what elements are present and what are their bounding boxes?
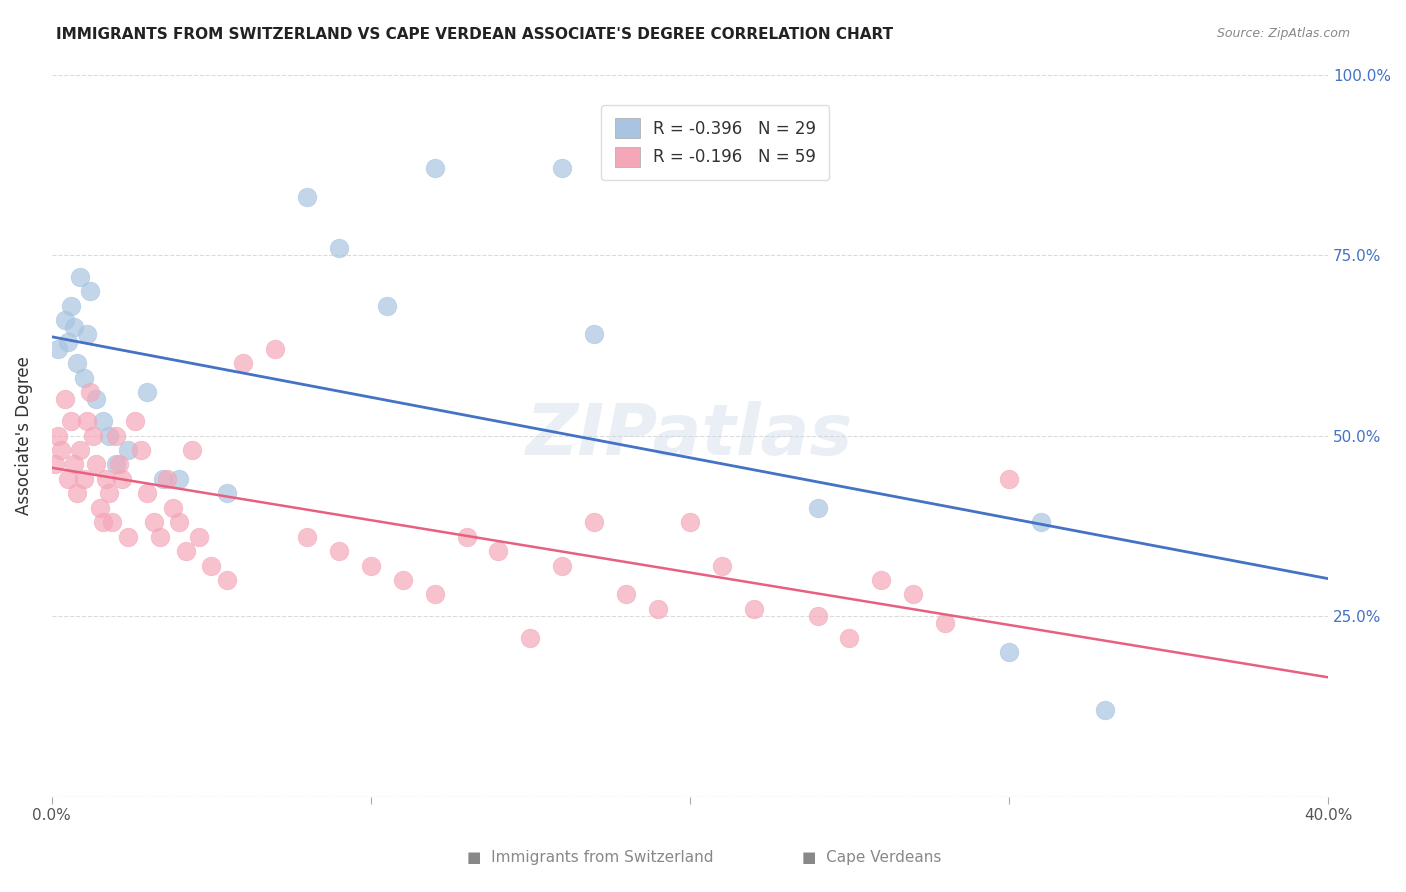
Point [903, 587, 925, 601]
Point [998, 472, 1021, 486]
Point [217, 573, 239, 587]
Point [328, 544, 350, 558]
Point [169, 515, 191, 529]
Point [551, 161, 574, 176]
Point [98, 428, 121, 442]
Point [86, 392, 108, 407]
Point [111, 472, 134, 486]
Point [838, 631, 860, 645]
Point [149, 530, 172, 544]
Point [174, 544, 197, 558]
Point [44, 458, 66, 472]
Point [583, 327, 606, 342]
Point [76, 414, 98, 428]
Point [136, 486, 159, 500]
Point [142, 515, 165, 529]
Point [152, 472, 174, 486]
Point [73, 472, 96, 486]
Point [53, 313, 76, 327]
Y-axis label: Associate's Degree: Associate's Degree [15, 356, 32, 515]
Point [456, 530, 478, 544]
Text: ■  Cape Verdeans: ■ Cape Verdeans [801, 850, 942, 865]
Point [101, 515, 124, 529]
Point [63, 320, 86, 334]
Point [79, 284, 101, 298]
Point [162, 500, 184, 515]
Point [91, 414, 114, 428]
Point [1029, 515, 1052, 529]
Point [519, 631, 541, 645]
Point [614, 587, 637, 601]
Point [375, 299, 398, 313]
Point [66, 356, 89, 370]
Point [710, 558, 733, 573]
Point [46, 342, 69, 356]
Point [129, 443, 152, 458]
Point [53, 392, 76, 407]
Point [328, 241, 350, 255]
Point [391, 573, 413, 587]
Point [66, 486, 89, 500]
Text: ■  Immigrants from Switzerland: ■ Immigrants from Switzerland [467, 850, 714, 865]
Text: Source: ZipAtlas.com: Source: ZipAtlas.com [1216, 27, 1350, 40]
Point [59, 414, 82, 428]
Text: ZIPatlas: ZIPatlas [526, 401, 853, 470]
Point [82, 428, 104, 442]
Point [73, 371, 96, 385]
Point [806, 500, 828, 515]
Point [69, 443, 91, 458]
Point [200, 558, 222, 573]
Point [169, 472, 191, 486]
Point [360, 558, 382, 573]
Point [742, 602, 765, 616]
Point [107, 458, 129, 472]
Point [934, 616, 956, 631]
Point [679, 515, 702, 529]
Legend: R = -0.396   N = 29, R = -0.196   N = 59: R = -0.396 N = 29, R = -0.196 N = 59 [602, 104, 830, 180]
Point [89, 500, 111, 515]
Point [91, 515, 114, 529]
Point [423, 161, 446, 176]
Point [117, 530, 139, 544]
Point [56, 472, 79, 486]
Point [63, 458, 86, 472]
Point [104, 458, 127, 472]
Point [117, 443, 139, 458]
Point [94, 472, 117, 486]
Point [232, 356, 254, 370]
Point [136, 385, 159, 400]
Text: IMMIGRANTS FROM SWITZERLAND VS CAPE VERDEAN ASSOCIATE'S DEGREE CORRELATION CHART: IMMIGRANTS FROM SWITZERLAND VS CAPE VERD… [56, 27, 893, 42]
Point [423, 587, 446, 601]
Point [1094, 703, 1116, 717]
Point [488, 544, 510, 558]
Point [69, 269, 91, 284]
Point [98, 486, 121, 500]
Point [56, 334, 79, 349]
Point [583, 515, 606, 529]
Point [551, 558, 574, 573]
Point [264, 342, 287, 356]
Point [647, 602, 669, 616]
Point [124, 414, 146, 428]
Point [187, 530, 209, 544]
Point [156, 472, 179, 486]
Point [295, 530, 318, 544]
Point [295, 190, 318, 204]
Point [104, 428, 127, 442]
Point [79, 385, 101, 400]
Point [806, 609, 828, 624]
Point [76, 327, 98, 342]
Point [870, 573, 893, 587]
Point [46, 428, 69, 442]
Point [217, 486, 239, 500]
Point [51, 443, 73, 458]
Point [181, 443, 204, 458]
Point [998, 645, 1021, 659]
Point [59, 299, 82, 313]
Point [86, 458, 108, 472]
